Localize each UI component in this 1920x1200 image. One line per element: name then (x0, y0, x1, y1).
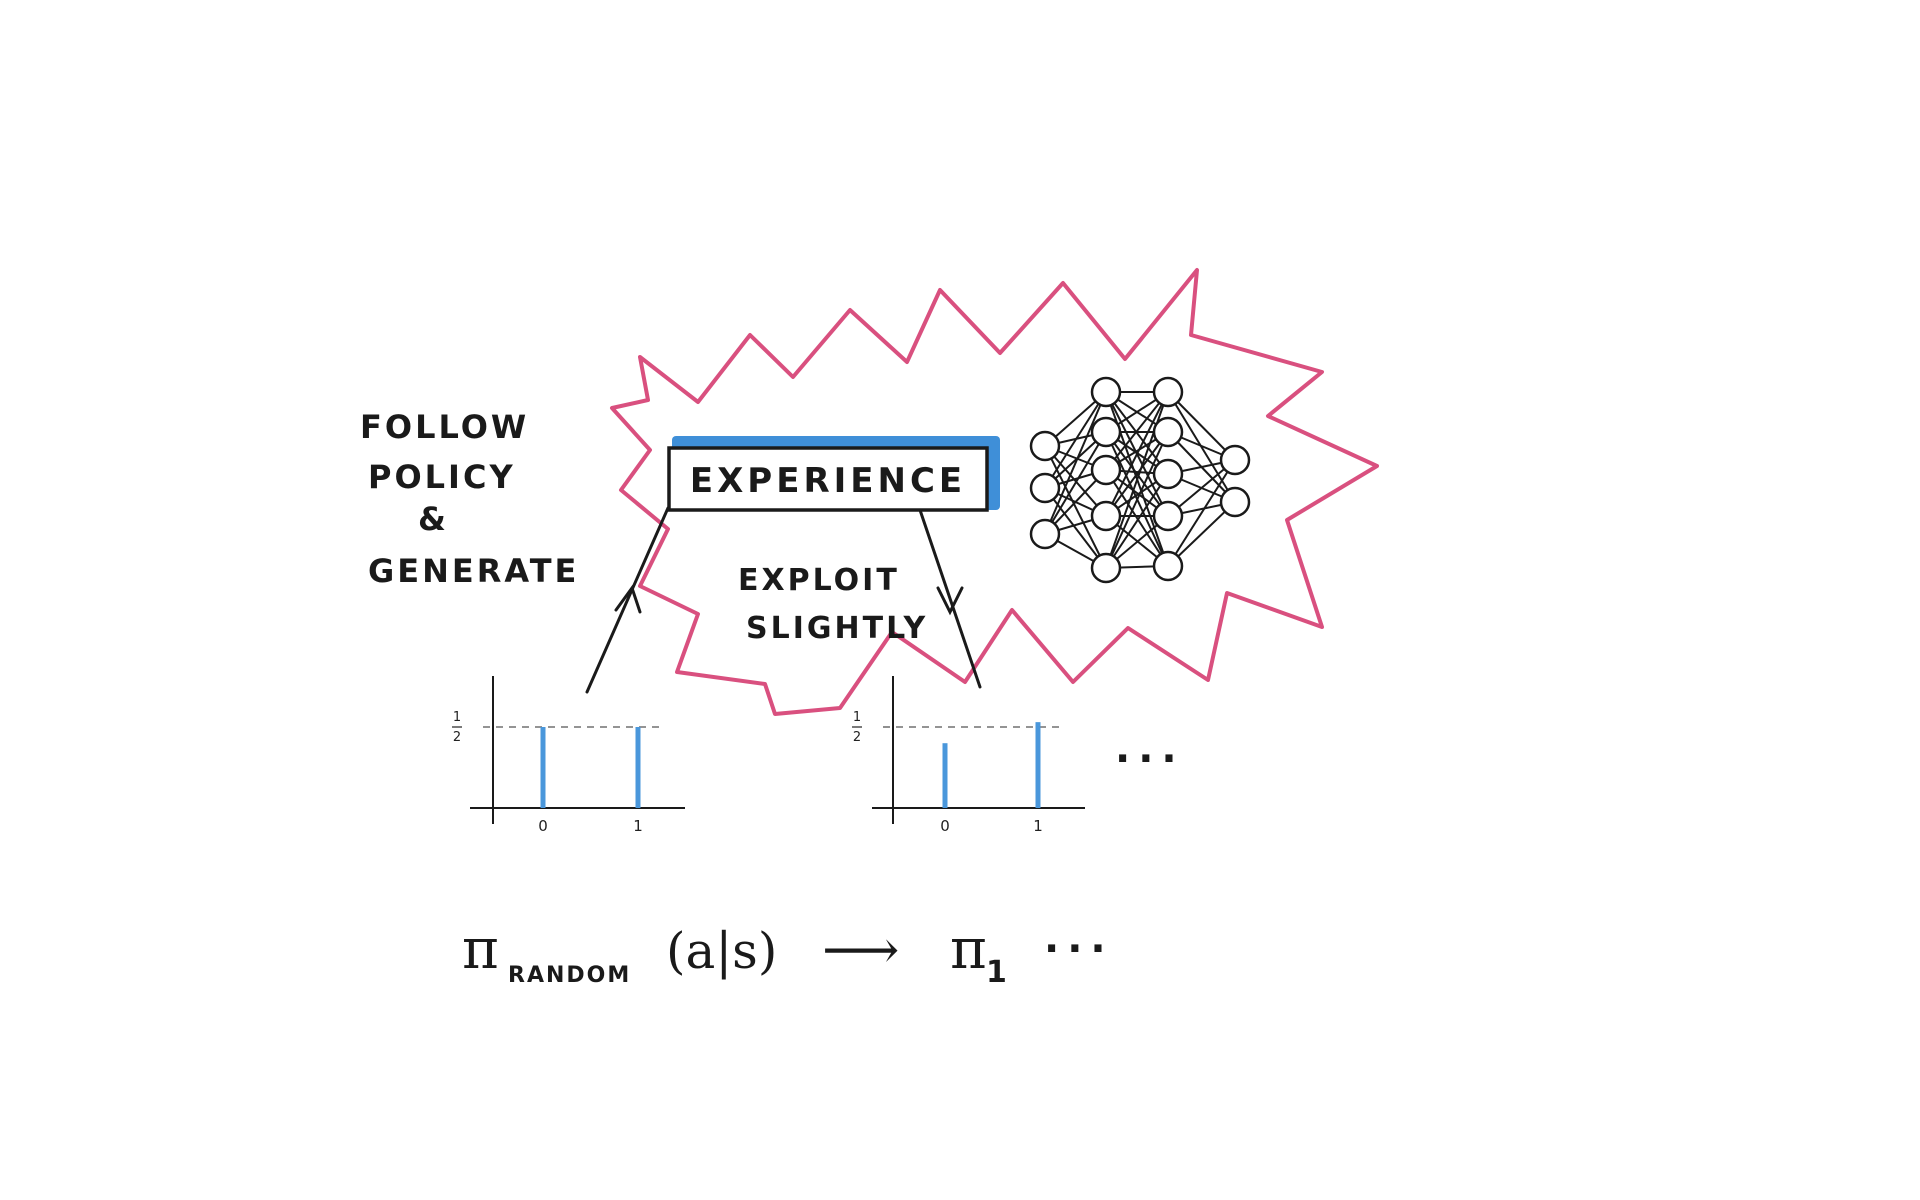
network-connection (1044, 445, 1107, 569)
network-node (1090, 416, 1122, 448)
caption-line-4: GENERATE (368, 552, 579, 590)
x-tick-label: 0 (538, 817, 548, 835)
arrow-up-head (614, 584, 642, 614)
network-connection (1105, 473, 1169, 569)
y-tick-numerator: 1 (853, 710, 861, 725)
probability-bar (942, 743, 948, 808)
network-connection (1105, 469, 1169, 567)
probability-charts: 1 2 0 1 1 2 0 1 (452, 676, 1085, 835)
policy-args: (a|s) (666, 922, 777, 980)
exploit-line-2: SLIGHTLY (746, 611, 928, 646)
network-node (1152, 500, 1184, 532)
network-node (1090, 376, 1122, 408)
follow-policy-caption: FOLLOW POLICY & GENERATE (360, 408, 579, 590)
network-connection (1105, 431, 1169, 517)
network-node (1090, 454, 1122, 486)
network-connection (1105, 391, 1169, 471)
network-connection (1167, 501, 1236, 567)
network-connection (1044, 445, 1107, 517)
network-node (1152, 458, 1184, 490)
subscript-one: 1 (986, 955, 1007, 990)
probability-bar (1035, 722, 1041, 808)
experience-frame (667, 446, 989, 512)
probability-bar (540, 727, 546, 808)
y-tick-denominator: 2 (853, 730, 861, 745)
arrow-down-line (918, 508, 982, 689)
x-tick-label: 1 (1033, 817, 1043, 835)
arrow-symbol: ⟶ (822, 918, 899, 981)
arrow-down-head (936, 586, 964, 616)
exploit-caption: EXPLOIT SLIGHTLY (738, 563, 928, 646)
probability-bar (635, 727, 641, 808)
network-connection (1167, 459, 1236, 567)
network-connections (1044, 391, 1236, 569)
network-node (1090, 552, 1122, 584)
y-tick-denominator: 2 (453, 730, 461, 745)
network-connection (1044, 391, 1107, 535)
pi-symbol: π (462, 917, 499, 982)
pi-1-symbol: π (950, 917, 987, 982)
network-node (1152, 376, 1184, 408)
network-node (1152, 416, 1184, 448)
arrow-up-line (585, 506, 670, 694)
flow-arrows (585, 506, 982, 694)
network-connection (1044, 431, 1107, 535)
x-tick-label: 0 (940, 817, 950, 835)
policy-bar-chart: 1 2 0 1 (852, 676, 1085, 835)
policy-formula: π RANDOM (a|s) ⟶ π 1 ... (462, 916, 1114, 990)
neural-network-icon (1029, 376, 1251, 584)
network-connection (1167, 391, 1236, 461)
network-node (1029, 518, 1061, 550)
network-connection (1105, 391, 1169, 517)
exploit-line-1: EXPLOIT (738, 563, 900, 598)
network-node (1029, 430, 1061, 462)
explosion-burst (610, 268, 1379, 716)
network-node (1090, 500, 1122, 532)
network-node (1219, 444, 1251, 476)
policy-bar-chart: 1 2 0 1 (452, 676, 685, 835)
charts-ellipsis: ... (1115, 726, 1185, 772)
caption-ampersand: & (418, 500, 449, 538)
x-tick-label: 1 (633, 817, 643, 835)
network-node (1152, 550, 1184, 582)
experience-box: EXPERIENCE (667, 436, 1000, 512)
formula-ellipsis: ... (1044, 916, 1114, 962)
random-subscript: RANDOM (508, 963, 631, 988)
network-connection (1105, 431, 1169, 569)
caption-line-2: POLICY (368, 458, 516, 496)
network-nodes (1029, 376, 1251, 584)
network-node (1219, 486, 1251, 518)
experience-label: EXPERIENCE (690, 461, 966, 501)
network-connection (1044, 487, 1107, 569)
caption-line-1: FOLLOW (360, 408, 529, 446)
network-connection (1044, 391, 1107, 489)
y-tick-numerator: 1 (453, 710, 461, 725)
network-node (1029, 472, 1061, 504)
